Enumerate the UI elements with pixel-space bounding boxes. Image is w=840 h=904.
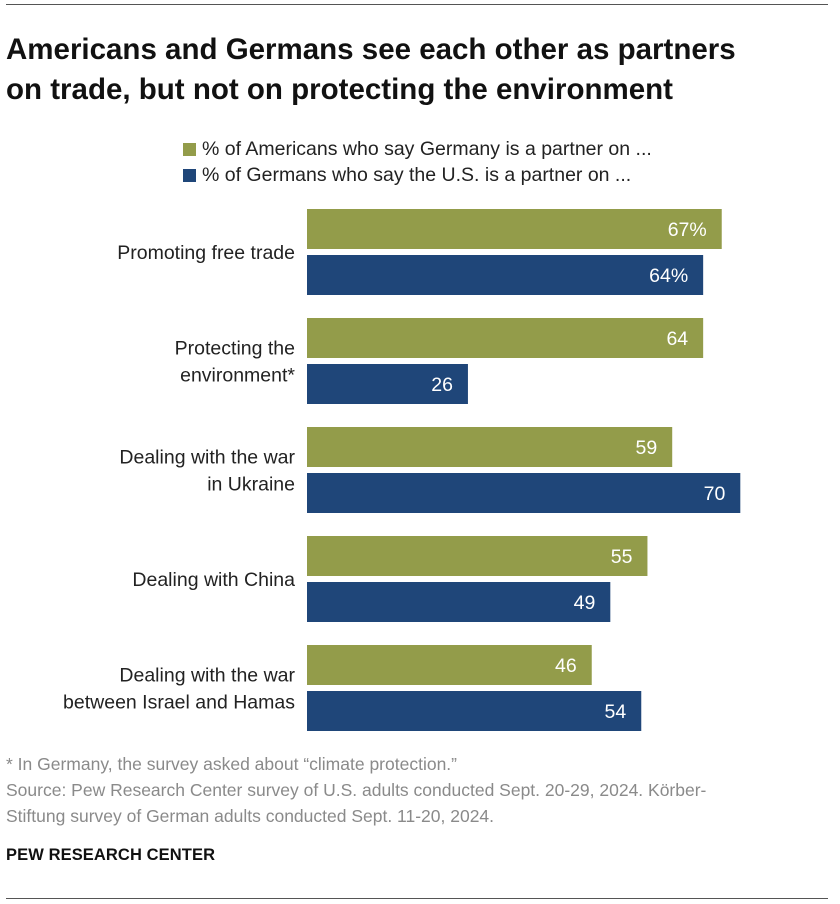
data-label: 67% (668, 219, 707, 241)
category-label: Dealing with the war (119, 665, 295, 687)
bar-americans (307, 536, 648, 576)
category-label: Dealing with the war (119, 447, 295, 469)
data-label: 59 (636, 437, 658, 459)
source-line: Stiftung survey of German adults conduct… (6, 806, 495, 826)
source-line: Source: Pew Research Center survey of U.… (6, 780, 707, 800)
footnote: * In Germany, the survey asked about “cl… (6, 754, 457, 774)
category-label: in Ukraine (207, 474, 295, 496)
data-label: 55 (611, 546, 633, 568)
category-label: Promoting free trade (117, 242, 295, 264)
category-label: Dealing with China (132, 569, 295, 591)
data-label: 54 (605, 701, 627, 723)
legend-swatch-germans (183, 168, 196, 182)
bar-americans (307, 645, 592, 685)
bar-americans (307, 209, 722, 249)
data-label: 64% (649, 265, 688, 287)
chart-title-line: on trade, but not on protecting the envi… (6, 73, 674, 106)
data-label: 49 (574, 592, 596, 614)
bar-americans (307, 318, 704, 358)
legend-swatch-americans (183, 142, 196, 156)
legend-label-americans: % of Americans who say Germany is a part… (202, 137, 652, 160)
bar-germans (307, 691, 642, 731)
category-label: environment* (180, 365, 295, 387)
data-label: 46 (555, 655, 577, 677)
bar-germans (307, 364, 468, 404)
legend-item-americans: % of Americans who say Germany is a part… (183, 136, 652, 162)
category-label: between Israel and Hamas (63, 692, 295, 714)
data-label: 70 (704, 483, 726, 505)
legend-item-germans: % of Germans who say the U.S. is a partn… (183, 162, 652, 188)
bar-americans (307, 427, 673, 467)
category-label: Protecting the (175, 338, 295, 360)
brand-logo-text: PEW RESEARCH CENTER (6, 846, 216, 864)
data-label: 26 (431, 374, 453, 396)
bar-chart: Promoting free trade 67% 64% Protecting the… (63, 209, 741, 731)
bottom-rule (6, 898, 828, 899)
footer: * In Germany, the survey asked about “cl… (6, 751, 706, 829)
chart-title: Americans and Germans see each other as … (6, 30, 826, 110)
top-rule (6, 4, 828, 5)
chart-title-line: Americans and Germans see each other as … (6, 33, 736, 66)
bar-germans (307, 473, 741, 513)
data-label: 64 (666, 328, 688, 350)
legend-label-germans: % of Germans who say the U.S. is a partn… (202, 163, 632, 186)
legend: % of Americans who say Germany is a part… (183, 136, 652, 188)
bar-germans (307, 255, 704, 295)
bar-germans (307, 582, 611, 622)
